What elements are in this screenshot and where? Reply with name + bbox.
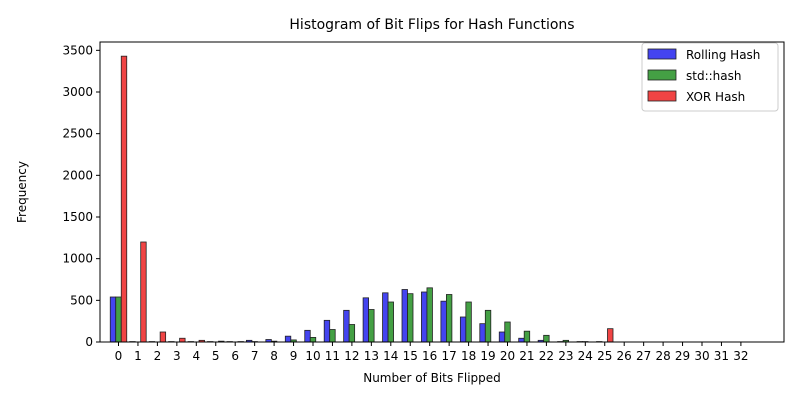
y-tick-label: 500	[70, 293, 93, 307]
plot-frame	[99, 41, 785, 343]
y-axis-label: Frequency	[15, 161, 29, 223]
y-tick-label: 2000	[62, 168, 93, 182]
x-tick-label: 22	[539, 349, 554, 363]
x-tick-label: 32	[733, 349, 748, 363]
x-tick-label: 25	[597, 349, 612, 363]
x-tick-label: 14	[383, 349, 398, 363]
x-tick-label: 4	[192, 349, 200, 363]
y-tick-label: 1500	[62, 210, 93, 224]
bar-rolling-hash-18	[459, 316, 467, 343]
bar-std-hash-22	[543, 334, 550, 343]
legend-swatch	[647, 90, 677, 102]
bar-std-hash-12	[348, 324, 356, 343]
bar-std-hash-0	[115, 296, 122, 343]
y-tick-label: 3000	[62, 85, 93, 99]
x-tick-label: 19	[480, 349, 495, 363]
x-axis: 0 1 2 3 4 5 6 7 8 9 10 11 12 13 14 15 16 17 18 19 20 21 22 23 24…	[115, 342, 749, 363]
bar-rolling-hash-17	[440, 300, 447, 343]
x-tick-label: 20	[500, 349, 515, 363]
x-tick-label: 30	[694, 349, 709, 363]
x-tick-label: 29	[675, 349, 690, 363]
x-tick-label: 7	[251, 349, 259, 363]
bar-rolling-hash-21	[518, 337, 525, 343]
x-tick-label: 24	[578, 349, 593, 363]
bar-std-hash-11	[329, 329, 336, 343]
chart-title: Histogram of Bit Flips for Hash Function…	[289, 17, 574, 33]
legend-swatch	[647, 69, 677, 81]
x-tick-label: 15	[403, 349, 418, 363]
bar-std-hash-21	[523, 330, 531, 343]
legend-label: Rolling Hash	[686, 48, 760, 62]
bar-rolling-hash-19	[479, 323, 486, 343]
bar-std-hash-20	[504, 321, 511, 343]
bar-rolling-hash-15	[401, 289, 408, 343]
x-tick-label: 17	[442, 349, 457, 363]
x-tick-label: 23	[558, 349, 573, 363]
x-tick-label: 12	[344, 349, 359, 363]
bar-rolling-hash-10	[304, 329, 311, 343]
x-tick-label: 9	[290, 349, 298, 363]
y-axis: 0 500 1000 1500 2000 2500 3000 3500	[62, 43, 100, 349]
x-axis-label: Number of Bits Flipped	[363, 371, 501, 385]
x-tick-label: 11	[325, 349, 340, 363]
x-tick-label: 2	[154, 349, 162, 363]
x-tick-label: 18	[461, 349, 476, 363]
bar-xor-hash-3	[179, 337, 186, 343]
x-tick-label: 8	[270, 349, 278, 363]
legend-label: std::hash	[686, 69, 741, 83]
bar-rolling-hash-13	[362, 297, 370, 343]
y-tick-label: 1000	[62, 252, 93, 266]
x-tick-label: 5	[212, 349, 220, 363]
bar-rolling-hash-12	[343, 309, 350, 343]
y-tick-label: 2500	[62, 127, 93, 141]
bar-rolling-hash-9	[284, 335, 292, 343]
x-tick-label: 27	[636, 349, 651, 363]
x-tick-label: 3	[173, 349, 181, 363]
bar-rolling-hash-11	[323, 319, 331, 343]
x-tick-label: 6	[231, 349, 239, 363]
bar-std-hash-15	[407, 293, 414, 343]
bar-std-hash-17	[445, 294, 453, 343]
x-tick-label: 21	[519, 349, 534, 363]
bar-xor-hash-2	[159, 331, 167, 343]
bars-group	[109, 55, 614, 343]
x-tick-label: 26	[617, 349, 632, 363]
legend-swatch	[647, 48, 677, 60]
x-tick-label: 16	[422, 349, 437, 363]
legend-label: XOR Hash	[686, 90, 745, 104]
bar-std-hash-10	[309, 337, 317, 343]
x-tick-label: 1	[134, 349, 142, 363]
bar-std-hash-18	[465, 301, 472, 343]
bar-std-hash-14	[387, 301, 394, 343]
bar-std-hash-16	[426, 287, 433, 343]
bar-std-hash-19	[484, 309, 492, 343]
bar-rolling-hash-20	[498, 331, 506, 343]
x-tick-label: 13	[364, 349, 379, 363]
x-tick-label: 0	[115, 349, 123, 363]
y-tick-label: 0	[85, 335, 93, 349]
bar-rolling-hash-14	[382, 292, 389, 343]
bar-rolling-hash-16	[421, 291, 428, 343]
bar-xor-hash-0	[120, 55, 128, 343]
x-tick-label: 10	[305, 349, 320, 363]
bar-xor-hash-1	[140, 241, 147, 343]
y-tick-label: 3500	[62, 43, 93, 57]
bar-std-hash-13	[368, 309, 375, 343]
x-tick-label: 31	[714, 349, 729, 363]
bar-rolling-hash-0	[109, 296, 117, 343]
bar-xor-hash-25	[607, 328, 614, 343]
x-tick-label: 28	[655, 349, 670, 363]
